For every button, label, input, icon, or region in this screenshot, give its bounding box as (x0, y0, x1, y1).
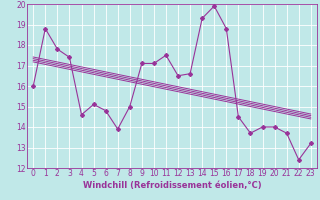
X-axis label: Windchill (Refroidissement éolien,°C): Windchill (Refroidissement éolien,°C) (83, 181, 261, 190)
